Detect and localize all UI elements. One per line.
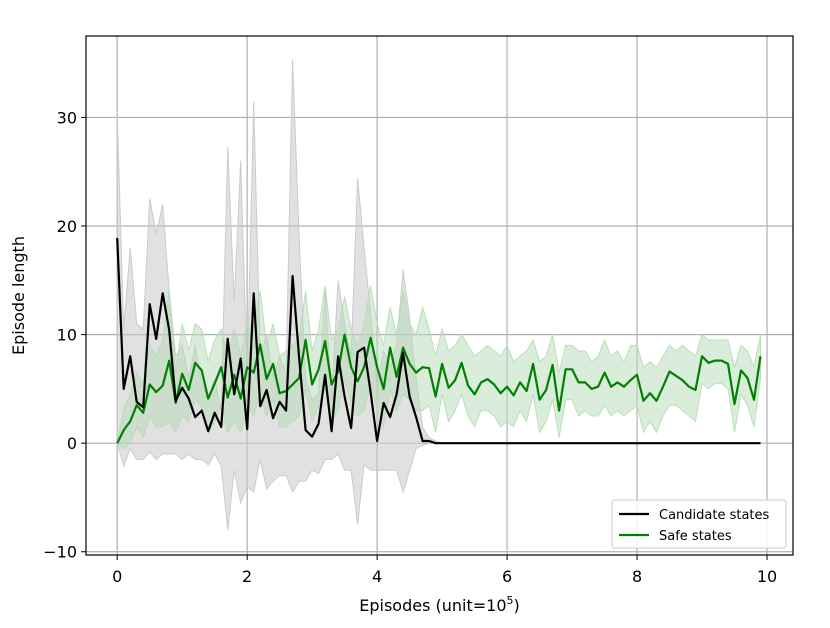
plot-frame <box>85 35 794 556</box>
grid <box>86 36 793 555</box>
x-tick-label: 6 <box>502 567 512 586</box>
legend-label-candidate: Candidate states <box>659 508 770 523</box>
legend-box <box>611 499 787 549</box>
candidate-states-line <box>116 237 761 445</box>
series-lines <box>116 237 762 445</box>
x-tick-label: 4 <box>372 567 382 586</box>
x-tick-label: 10 <box>757 567 777 586</box>
x-tick-label: 2 <box>242 567 252 586</box>
legend: Candidate states Safe states <box>611 499 787 549</box>
x-axis-label-close: ) <box>514 596 520 615</box>
y-tick-label: 20 <box>57 217 77 236</box>
confidence-bands <box>116 59 761 531</box>
y-tick-label: 30 <box>57 108 77 127</box>
x-axis-label-exponent: 5 <box>507 594 514 607</box>
y-tick-label: 10 <box>57 326 77 345</box>
legend-label-safe: Safe states <box>659 529 732 544</box>
x-axis-label-main: Episodes (unit=10 <box>359 596 506 615</box>
x-axis-label: Episodes (unit=105) <box>359 594 520 615</box>
y-tick-label: −10 <box>43 543 77 562</box>
axis-ticks: 0 2 4 6 8 10 −10 0 10 20 30 <box>43 108 777 586</box>
x-tick-label: 8 <box>632 567 642 586</box>
y-tick-label: 0 <box>67 434 77 453</box>
candidate-states-band <box>116 59 443 531</box>
y-axis-label: Episode length <box>9 236 28 355</box>
x-tick-label: 0 <box>112 567 122 586</box>
